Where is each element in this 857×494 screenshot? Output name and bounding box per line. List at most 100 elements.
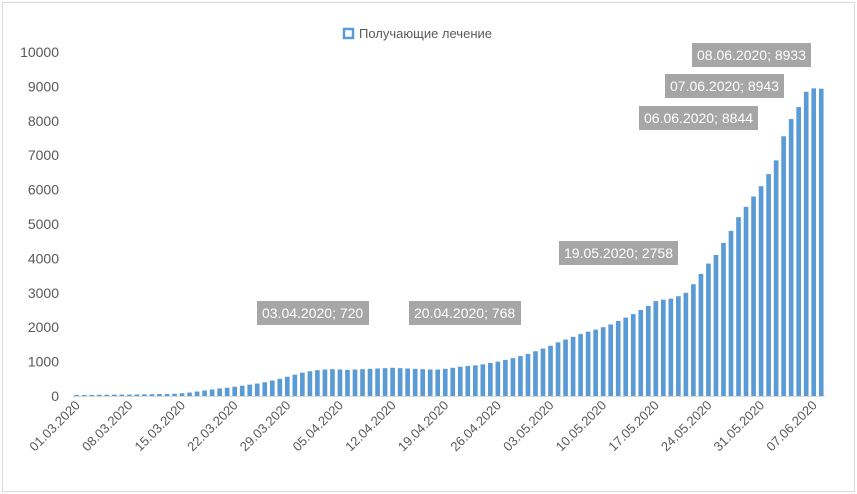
data-label-box [665, 74, 784, 98]
bar [638, 310, 644, 396]
y-tick-label: 6000 [28, 182, 59, 198]
bar [533, 351, 538, 396]
bar [269, 380, 275, 396]
bar [81, 394, 87, 396]
bars [74, 88, 824, 397]
data-label-text: 20.04.2020; 768 [414, 305, 515, 321]
bar [224, 387, 230, 396]
bar [623, 317, 629, 396]
bar [563, 339, 568, 396]
bar [668, 298, 674, 396]
bar [397, 368, 403, 396]
bar [676, 296, 681, 396]
x-tick-label: 07.06.2020 [763, 398, 820, 455]
data-label-box [409, 301, 521, 325]
bar [773, 160, 779, 396]
bar [74, 394, 80, 396]
bar [450, 367, 456, 396]
bar [608, 324, 614, 396]
x-tick-label: 03.05.2020 [500, 398, 557, 455]
bar [330, 369, 335, 396]
data-label-text: 19.05.2020; 2758 [564, 245, 673, 261]
bar [367, 368, 373, 396]
bar [713, 254, 719, 396]
bar [134, 394, 140, 396]
bar [360, 369, 365, 396]
bar [548, 345, 553, 396]
bar [751, 196, 756, 396]
bar [96, 394, 102, 396]
bar [322, 369, 328, 396]
legend: Получающие лечение [342, 26, 492, 41]
bar [300, 372, 305, 396]
bar [390, 367, 395, 396]
bar [585, 331, 591, 396]
bar [435, 369, 441, 396]
y-tick-label: 10000 [20, 44, 59, 60]
bar [142, 394, 147, 396]
bar [721, 242, 726, 396]
x-tick-label: 22.03.2020 [184, 398, 241, 455]
bar [615, 321, 621, 396]
bar [503, 359, 508, 396]
data-label-box [692, 43, 811, 67]
bar [442, 368, 448, 396]
x-axis-ticks: 01.03.202008.03.202015.03.202022.03.2020… [26, 398, 820, 455]
x-tick-label: 26.04.2020 [447, 398, 504, 455]
bar [578, 334, 583, 396]
data-label-box [559, 241, 678, 265]
bar [495, 361, 501, 396]
bar [127, 394, 132, 396]
bar [645, 305, 651, 396]
data-label-box [639, 106, 758, 130]
x-tick-label: 10.05.2020 [553, 398, 610, 455]
bar [540, 348, 546, 396]
x-tick-label: 17.05.2020 [605, 398, 662, 455]
y-tick-label: 4000 [28, 250, 59, 266]
x-tick-label: 15.03.2020 [132, 398, 189, 455]
bar [593, 329, 598, 396]
x-tick-label: 29.03.2020 [237, 398, 294, 455]
bar [525, 354, 531, 396]
y-tick-label: 2000 [28, 319, 59, 335]
data-label: 08.06.2020; 8933 [692, 43, 811, 67]
bar [420, 369, 426, 396]
bar [691, 284, 696, 396]
bar [698, 273, 704, 396]
bar [518, 356, 523, 396]
x-tick-label: 24.05.2020 [658, 398, 715, 455]
bar [89, 394, 95, 396]
bar [217, 388, 222, 396]
bar [247, 384, 253, 396]
legend-label: Получающие лечение [359, 26, 492, 41]
bar [345, 369, 350, 396]
bar [758, 186, 764, 396]
data-label: 07.06.2020; 8943 [665, 74, 784, 98]
bar [375, 368, 380, 396]
data-label-text: 06.06.2020; 8844 [644, 110, 753, 126]
bar [292, 374, 298, 396]
bar [472, 365, 478, 396]
bar [209, 389, 215, 396]
bar-chart: Получающие лечение 0 1000 2000 3000 4000 5000… [20, 26, 825, 455]
bar [781, 136, 786, 396]
annotations: 03.04.2020; 720 20.04.2020; 768 19.05.2020… [257, 43, 811, 325]
bar [728, 230, 734, 396]
bar [239, 385, 245, 396]
data-label: 06.06.2020; 8844 [639, 106, 758, 130]
bar [104, 394, 110, 396]
x-tick-label: 08.03.2020 [79, 398, 136, 455]
bar [683, 292, 689, 396]
bar [352, 369, 358, 396]
bar [457, 366, 463, 396]
y-tick-label: 8000 [28, 113, 59, 129]
bar [796, 107, 802, 396]
bar [315, 370, 320, 396]
bar [488, 362, 493, 396]
y-tick-label: 3000 [28, 285, 59, 301]
bar [187, 392, 192, 396]
bar [818, 88, 824, 396]
bar [112, 394, 117, 396]
bar [382, 368, 388, 396]
x-tick-label: 31.05.2020 [711, 398, 768, 455]
